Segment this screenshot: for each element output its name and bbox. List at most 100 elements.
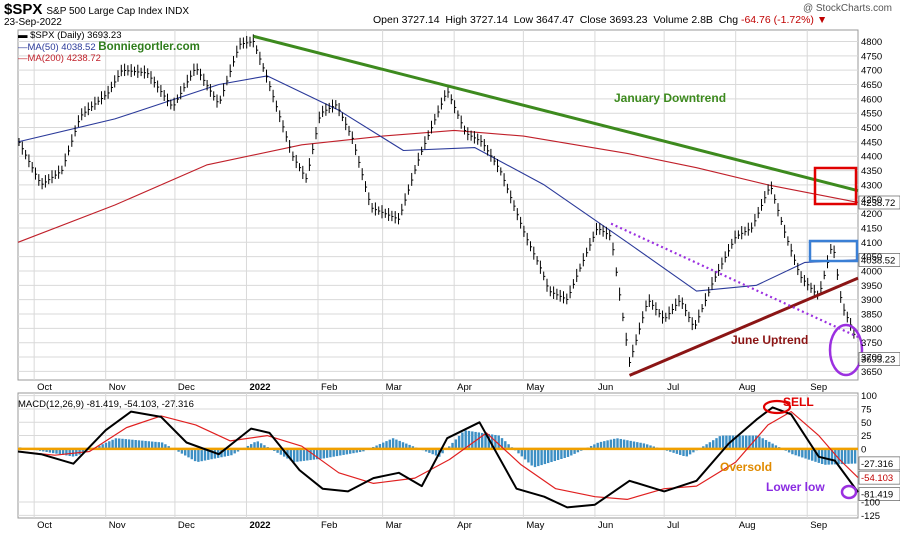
macd-histogram-bar bbox=[613, 438, 616, 449]
macd-x-tick-label: Jun bbox=[598, 520, 613, 531]
macd-histogram-bar bbox=[259, 443, 263, 449]
macd-histogram-bar bbox=[731, 435, 735, 449]
macd-histogram-bar bbox=[454, 439, 457, 449]
macd-histogram-bar bbox=[712, 440, 715, 449]
purple-circle-price bbox=[828, 323, 864, 377]
macd-histogram-bar bbox=[424, 448, 428, 452]
macd-histogram-bar bbox=[428, 448, 431, 453]
macd-histogram-bar bbox=[721, 435, 725, 449]
open-label: Open bbox=[373, 14, 399, 26]
sell-circle bbox=[762, 399, 792, 415]
price-y-tick-label: 4600 bbox=[861, 94, 882, 105]
macd-histogram-bar bbox=[322, 448, 325, 459]
macd-histogram-bar bbox=[649, 445, 652, 449]
price-y-tick-label: 3650 bbox=[861, 367, 882, 378]
macd-histogram-bar bbox=[520, 448, 523, 457]
macd-histogram-bar bbox=[738, 435, 741, 449]
high-label: High bbox=[445, 14, 468, 26]
macd-histogram-bar bbox=[537, 448, 540, 467]
macd-panel-frame bbox=[17, 392, 859, 519]
macd-histogram-bar bbox=[306, 448, 309, 461]
macd-histogram-bar bbox=[593, 444, 596, 449]
sell-label: SELL bbox=[783, 395, 814, 409]
brand-label: Bonniegortler.com bbox=[98, 41, 200, 53]
price-y-tick-label: 3950 bbox=[861, 281, 882, 292]
price-y-tick-label: 4550 bbox=[861, 109, 882, 120]
macd-histogram-bar bbox=[375, 445, 378, 449]
macd-histogram-bar bbox=[533, 448, 537, 468]
macd-histogram-bar bbox=[794, 448, 797, 456]
macd-histogram-bar bbox=[609, 439, 613, 449]
macd-histogram-bar bbox=[484, 433, 487, 449]
macd-x-tick-label: Dec bbox=[178, 520, 195, 531]
volume-label: Volume bbox=[653, 14, 689, 26]
legend-ma200: —MA(200) 4238.72 bbox=[18, 53, 101, 64]
macd-histogram-bar bbox=[507, 444, 510, 449]
price-x-tick-label: Nov bbox=[109, 382, 126, 393]
macd-value-tag: -81.419 bbox=[861, 490, 893, 501]
macd-histogram-bar bbox=[160, 442, 164, 449]
macd-histogram-bar bbox=[302, 448, 306, 461]
price-y-tick-label: 4700 bbox=[861, 66, 882, 77]
price-y-tick-label: 4650 bbox=[861, 80, 882, 91]
chg-label: Chg bbox=[718, 14, 739, 26]
macd-x-tick-label: Feb bbox=[321, 520, 337, 531]
macd-histogram-bar bbox=[104, 442, 108, 449]
macd-histogram-bar bbox=[787, 448, 791, 453]
macd-histogram-bar bbox=[335, 448, 339, 457]
ma50-value-tag-box bbox=[858, 253, 900, 267]
macd-histogram-bar bbox=[358, 448, 362, 453]
macd-histogram-bar bbox=[827, 448, 830, 465]
macd-histogram-bar bbox=[461, 432, 464, 449]
macd-histogram-bar bbox=[497, 435, 500, 449]
price-panel-frame bbox=[17, 29, 859, 381]
ohlc-readout: Open 3727.14 High 3727.14 Low 3647.47 Cl… bbox=[373, 14, 827, 26]
macd-histogram-bar bbox=[576, 448, 580, 453]
macd-histogram-bar bbox=[147, 441, 151, 449]
price-x-tick-label: Mar bbox=[386, 382, 402, 393]
oversold-label: Oversold bbox=[720, 460, 772, 474]
price-y-tick-label: 3700 bbox=[861, 353, 882, 364]
price-y-tick-label: 4300 bbox=[861, 180, 882, 191]
macd-x-tick-label: Jul bbox=[667, 520, 679, 531]
macd-histogram-bar bbox=[319, 448, 322, 459]
legend-ma50: —MA(50) 4038.52 Bonniegortler.com bbox=[18, 41, 200, 53]
histogram-value-tag: -27.316 bbox=[861, 459, 893, 470]
macd-histogram-bar bbox=[682, 448, 685, 456]
macd-histogram-bar bbox=[745, 435, 748, 449]
macd-histogram-bar bbox=[840, 448, 844, 465]
macd-histogram-bar bbox=[830, 448, 834, 465]
macd-histogram-bar bbox=[431, 448, 434, 455]
macd-histogram-bar bbox=[58, 448, 61, 455]
price-x-tick-label: May bbox=[526, 382, 544, 393]
macd-histogram-bar bbox=[230, 448, 233, 456]
macd-y-tick-label: 75 bbox=[861, 404, 872, 415]
macd-histogram-bar bbox=[45, 448, 48, 452]
histogram-value-tag-box bbox=[858, 456, 900, 471]
macd-histogram-bar bbox=[642, 443, 646, 449]
macd-histogram-bar bbox=[646, 444, 649, 449]
last-price-tag-box bbox=[858, 352, 900, 366]
macd-x-tick-label: 2022 bbox=[249, 520, 270, 531]
macd-histogram-bar bbox=[385, 441, 388, 449]
open-value: 3727.14 bbox=[401, 14, 440, 26]
macd-histogram-bar bbox=[837, 448, 840, 465]
macd-histogram-bar bbox=[758, 436, 761, 449]
macd-histogram-bar bbox=[256, 441, 259, 449]
macd-histogram-bar bbox=[48, 448, 52, 453]
macd-histogram-bar bbox=[52, 448, 55, 454]
macd-histogram-bar bbox=[639, 442, 642, 449]
macd-histogram-bar bbox=[114, 438, 118, 449]
macd-histogram-bar bbox=[771, 443, 774, 449]
macd-histogram-bar bbox=[55, 448, 58, 454]
price-y-tick-label: 3750 bbox=[861, 338, 882, 349]
signal-value-tag-box bbox=[858, 470, 900, 485]
macd-histogram-bar bbox=[316, 448, 319, 460]
macd-histogram-bar bbox=[378, 444, 382, 449]
last-price-tag: 3693.23 bbox=[861, 354, 895, 365]
macd-histogram-bar bbox=[118, 438, 121, 449]
macd-histogram-bar bbox=[563, 448, 566, 458]
macd-histogram-bar bbox=[263, 445, 266, 449]
macd-histogram-bar bbox=[151, 441, 154, 449]
